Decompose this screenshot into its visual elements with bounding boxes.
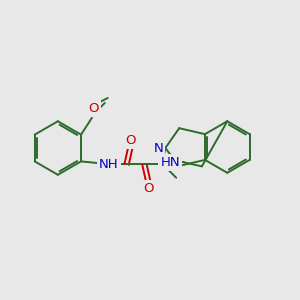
Text: NH: NH	[99, 158, 118, 171]
Text: O: O	[143, 182, 154, 195]
Text: O: O	[89, 102, 99, 116]
Text: O: O	[125, 134, 136, 147]
Text: N: N	[154, 142, 163, 154]
Text: HN: HN	[160, 156, 180, 169]
